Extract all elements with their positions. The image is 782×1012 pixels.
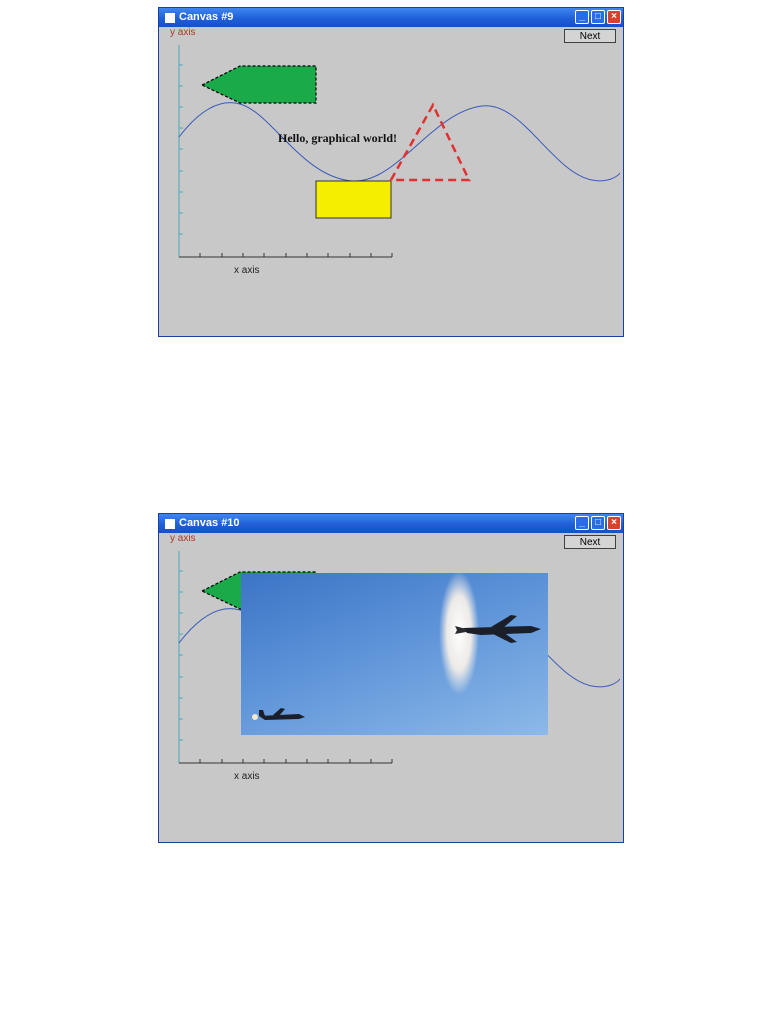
title-bar[interactable]: Canvas #10 _ □ ×	[159, 514, 623, 533]
canvas-window-9: Canvas #9 _ □ ×	[158, 7, 624, 337]
jet-photo-drawing	[252, 573, 541, 720]
yellow-rectangle	[315, 180, 392, 219]
canvas-window-10: Canvas #10 _ □ × y axis	[158, 513, 624, 843]
y-axis-ticks	[179, 64, 183, 235]
red-triangle	[388, 102, 471, 182]
hello-text: Hello, graphical world!	[278, 131, 397, 145]
minimize-icon[interactable]: _	[575, 10, 589, 24]
jet-photo	[241, 573, 548, 735]
close-icon[interactable]: ×	[607, 10, 621, 24]
x-axis-ticks	[199, 759, 393, 763]
vapor-cone	[439, 573, 479, 695]
window-title: Canvas #10	[179, 517, 240, 529]
plot-canvas: y axis x axis Hello, graphical world!	[170, 27, 620, 276]
jet-small	[252, 708, 305, 720]
next-button[interactable]: Next	[564, 535, 616, 549]
canvas-area: y axis x axis	[162, 533, 620, 840]
window-icon	[165, 13, 175, 23]
window-icon	[165, 519, 175, 529]
y-axis-label: y axis	[170, 533, 196, 544]
window-title: Canvas #9	[179, 11, 234, 23]
jet-large	[455, 615, 541, 643]
maximize-icon[interactable]: □	[591, 10, 605, 24]
x-axis-label: x axis	[234, 265, 260, 276]
green-arrow-shape	[200, 65, 317, 104]
x-axis-label: x axis	[234, 771, 260, 782]
sine-curve	[178, 102, 620, 182]
title-bar[interactable]: Canvas #9 _ □ ×	[159, 8, 623, 27]
next-button[interactable]: Next	[564, 29, 616, 43]
close-icon[interactable]: ×	[607, 516, 621, 530]
y-axis-label: y axis	[170, 27, 196, 38]
x-axis-ticks	[199, 253, 393, 257]
minimize-icon[interactable]: _	[575, 516, 589, 530]
canvas-area: y axis x axis Hello, graphical world! Ne…	[162, 27, 620, 334]
y-axis-ticks	[179, 570, 183, 741]
maximize-icon[interactable]: □	[591, 516, 605, 530]
